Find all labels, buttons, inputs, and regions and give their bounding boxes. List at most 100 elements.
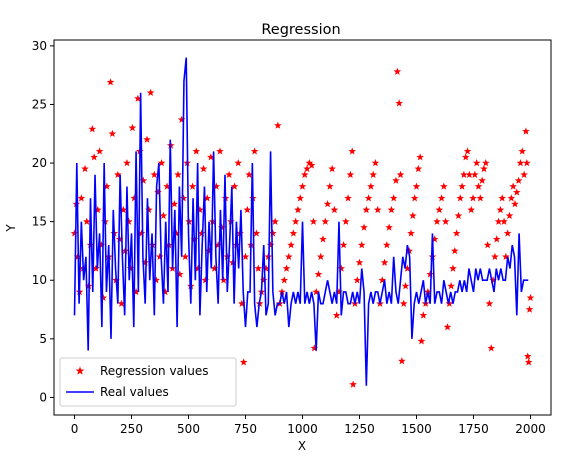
regression-point <box>212 182 221 190</box>
regression-point <box>426 270 434 278</box>
regression-point <box>460 170 468 178</box>
regression-point <box>523 159 531 167</box>
regression-point <box>245 170 253 178</box>
y-tick-label: 15 <box>32 215 47 229</box>
regression-point <box>95 147 104 155</box>
x-tick-label: 250 <box>120 422 143 436</box>
legend-star-marker <box>75 366 85 375</box>
regression-point <box>503 229 512 237</box>
regression-point <box>416 153 424 161</box>
regression-point <box>210 264 219 272</box>
regression-point <box>417 337 426 345</box>
y-axis-ticks: 0 5 10 15 20 25 30 <box>32 39 54 404</box>
regression-point <box>393 67 402 75</box>
regression-values-series <box>70 67 535 388</box>
regression-point <box>346 170 355 178</box>
regression-point <box>520 170 528 178</box>
y-tick-label: 20 <box>32 156 47 170</box>
regression-point <box>523 352 532 360</box>
regression-point <box>130 194 139 202</box>
regression-point <box>476 194 485 202</box>
regression-point <box>119 205 128 214</box>
real-values-line <box>73 57 529 386</box>
regression-point <box>196 205 204 214</box>
regression-point <box>266 241 275 249</box>
x-tick-label: 1250 <box>344 422 375 436</box>
regression-point <box>498 194 507 202</box>
regression-point <box>360 223 368 231</box>
regression-point <box>188 182 197 190</box>
regression-point <box>81 164 89 173</box>
regression-point <box>319 235 327 243</box>
regression-point <box>316 252 325 261</box>
regression-point <box>330 205 339 214</box>
regression-point <box>141 258 149 266</box>
regression-point <box>483 241 492 249</box>
regression-point <box>234 159 243 167</box>
regression-point <box>217 223 226 231</box>
regression-point <box>465 170 474 178</box>
regression-point <box>289 229 298 237</box>
regression-point <box>201 276 210 284</box>
regression-point <box>505 211 514 220</box>
regression-point <box>463 147 472 155</box>
y-tick-label: 30 <box>32 39 47 53</box>
regression-point <box>207 153 215 161</box>
regression-point <box>150 170 159 178</box>
regression-point <box>409 211 417 220</box>
regression-point <box>452 229 461 237</box>
regression-point <box>396 170 405 178</box>
regression-point <box>230 182 239 190</box>
regression-point <box>353 276 362 284</box>
regression-point <box>344 194 352 202</box>
x-tick-label: 750 <box>234 422 257 436</box>
regression-point <box>205 246 213 255</box>
regression-point <box>522 127 530 135</box>
regression-point <box>285 252 293 261</box>
x-tick-label: 1750 <box>458 422 489 436</box>
regression-point <box>99 293 108 302</box>
regression-point <box>282 264 291 272</box>
x-tick-label: 1000 <box>287 422 318 436</box>
regression-point <box>401 282 410 290</box>
regression-point <box>300 170 309 178</box>
regression-point <box>387 205 396 214</box>
regression-point <box>389 194 398 202</box>
regression-point <box>342 217 350 225</box>
regression-point <box>337 264 346 272</box>
regression-point <box>454 211 463 220</box>
regression-point <box>172 229 180 237</box>
regression-point <box>447 282 455 290</box>
regression-point <box>176 270 184 278</box>
regression-point <box>369 170 377 178</box>
x-tick-label: 0 <box>71 422 79 436</box>
regression-point <box>407 229 415 237</box>
regression-point <box>238 299 246 307</box>
regression-point <box>203 194 212 202</box>
regression-point <box>278 287 286 296</box>
regression-point <box>492 235 501 243</box>
regression-point <box>163 182 171 190</box>
legend-box <box>59 357 237 407</box>
regression-point <box>485 299 494 307</box>
regression-point <box>177 115 186 123</box>
regression-point <box>194 264 202 272</box>
regression-point <box>414 164 423 173</box>
regression-point <box>403 264 412 272</box>
y-tick-label: 0 <box>39 390 47 404</box>
regression-point <box>219 276 228 284</box>
regression-point <box>445 299 454 307</box>
regression-point <box>335 287 343 296</box>
regression-point <box>179 194 188 202</box>
regression-point <box>239 358 248 366</box>
regression-point <box>145 205 153 214</box>
regression-point <box>328 164 336 173</box>
regression-point <box>305 159 314 167</box>
regression-point <box>385 223 393 231</box>
regression-point <box>524 358 533 366</box>
regression-point <box>280 276 289 284</box>
regression-point <box>298 182 307 190</box>
regression-point <box>399 299 408 307</box>
regression-point <box>225 170 233 178</box>
